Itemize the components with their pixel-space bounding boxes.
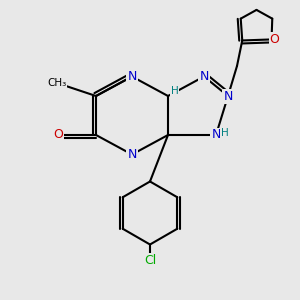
Text: N: N: [223, 89, 233, 103]
Text: N: N: [211, 128, 221, 142]
Text: N: N: [127, 148, 137, 161]
Text: CH₃: CH₃: [47, 77, 67, 88]
Text: O: O: [54, 128, 63, 142]
Text: H: H: [220, 128, 228, 138]
Text: N: N: [127, 70, 137, 83]
Text: O: O: [270, 33, 280, 46]
Text: Cl: Cl: [144, 254, 156, 267]
Text: N: N: [199, 70, 209, 83]
Text: H: H: [171, 85, 178, 96]
